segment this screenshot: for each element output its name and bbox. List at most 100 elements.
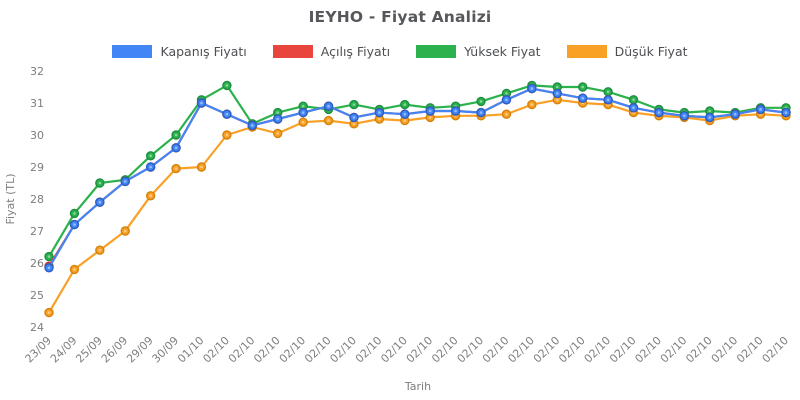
x-tick-label: 02/10 [353, 334, 385, 366]
yuksek-fiyat-point[interactable] [145, 151, 156, 161]
legend-item-yuksek-fiyat[interactable]: Yüksek Fiyat [416, 44, 541, 59]
kapanis-fiyati-point[interactable] [577, 93, 588, 103]
dusuk-fiyat-point[interactable] [145, 191, 156, 201]
x-tick-label: 02/10 [607, 334, 639, 366]
x-tick-label: 02/10 [683, 334, 715, 366]
kapanis-fiyati-point[interactable] [95, 197, 105, 207]
yuksek-fiyat-line [47, 84, 788, 258]
kapanis-fiyati-point[interactable] [247, 120, 258, 131]
yuksek-fiyat-point[interactable] [222, 80, 232, 91]
kapanis-fiyati-line [47, 87, 788, 269]
legend: Kapanış Fiyatı Açılış Fiyatı Yüksek Fiyat D… [0, 44, 800, 59]
kapanis-fiyati-point[interactable] [679, 111, 690, 121]
kapanis-fiyati-point[interactable] [476, 107, 486, 118]
x-tick-label: 02/10 [302, 334, 334, 366]
kapanis-fiyati-point[interactable] [171, 143, 181, 153]
kapanis-fiyati-point[interactable] [527, 83, 537, 94]
y-tick-label: 30 [30, 129, 44, 142]
kapanis-fiyati-point[interactable] [603, 95, 613, 105]
legend-swatch-yuksek-fiyat [416, 45, 457, 58]
x-tick-label: 01/10 [175, 334, 207, 366]
x-tick-label: 02/10 [429, 334, 461, 366]
legend-item-dusuk-fiyat[interactable]: Düşük Fiyat [566, 44, 688, 59]
legend-item-kapanis-fiyati[interactable]: Kapanış Fiyatı [112, 44, 247, 59]
kapanis-fiyati-point[interactable] [552, 88, 562, 99]
x-tick-label: 02/10 [556, 334, 588, 366]
dusuk-fiyat-point[interactable] [171, 163, 181, 174]
yuksek-fiyat-point[interactable] [577, 82, 588, 92]
kapanis-fiyati-point[interactable] [145, 162, 156, 172]
kapanis-fiyati-point[interactable] [323, 101, 334, 111]
x-tick-label: 30/09 [150, 334, 182, 366]
dusuk-fiyat-point[interactable] [222, 130, 232, 140]
legend-label-yuksek-fiyat: Yüksek Fiyat [464, 44, 541, 59]
x-tick-label: 02/10 [226, 334, 258, 366]
kapanis-fiyati-point[interactable] [730, 109, 740, 119]
x-tick-label: 02/10 [582, 334, 614, 366]
x-tick-label: 02/10 [505, 334, 537, 366]
x-tick-label: 02/10 [760, 334, 792, 366]
dusuk-fiyat-point[interactable] [95, 245, 105, 255]
legend-swatch-acilis-fiyati [272, 45, 313, 58]
dusuk-fiyat-line [47, 98, 788, 314]
chart-title: IEYHO - Fiyat Analizi [308, 8, 492, 26]
x-tick-label: 02/10 [277, 334, 309, 366]
y-tick-label: 27 [30, 225, 44, 238]
yuksek-fiyat-point[interactable] [69, 208, 80, 219]
yuksek-fiyat-point[interactable] [44, 251, 54, 262]
kapanis-fiyati-point[interactable] [44, 263, 54, 273]
kapanis-fiyati-point[interactable] [298, 107, 308, 118]
dusuk-fiyat-point[interactable] [501, 109, 512, 119]
dusuk-fiyat-point[interactable] [298, 117, 308, 127]
legend-swatch-kapanis-fiyati [112, 45, 153, 58]
yuksek-fiyat-point[interactable] [400, 99, 410, 110]
kapanis-fiyati-point[interactable] [781, 107, 791, 118]
yuksek-fiyat-point[interactable] [628, 95, 639, 105]
kapanis-fiyati-point[interactable] [425, 106, 435, 116]
x-tick-label: 29/09 [124, 334, 156, 366]
kapanis-fiyati-point[interactable] [400, 109, 410, 119]
x-tick-label: 02/10 [327, 334, 359, 366]
kapanis-fiyati-point[interactable] [273, 114, 283, 124]
legend-item-acilis-fiyati[interactable]: Açılış Fiyatı [272, 44, 390, 59]
dusuk-fiyat-point[interactable] [273, 128, 283, 139]
kapanis-fiyati-point[interactable] [501, 95, 512, 105]
dusuk-fiyat-point[interactable] [196, 162, 207, 172]
legend-label-dusuk-fiyat: Düşük Fiyat [614, 44, 688, 59]
x-tick-label: 02/10 [251, 334, 283, 366]
x-tick-label: 02/10 [531, 334, 563, 366]
series-yuksek-fiyat [44, 80, 791, 262]
x-tick-label: 26/09 [99, 334, 131, 366]
kapanis-fiyati-point[interactable] [349, 112, 359, 123]
series-dusuk-fiyat [44, 95, 791, 318]
x-tick-label: 02/10 [404, 334, 436, 366]
dusuk-fiyat-point[interactable] [44, 307, 54, 318]
kapanis-fiyati-point[interactable] [628, 103, 639, 113]
yuksek-fiyat-point[interactable] [95, 178, 105, 188]
kapanis-fiyati-point[interactable] [755, 104, 766, 115]
x-tick-label: 24/09 [48, 334, 80, 366]
dusuk-fiyat-point[interactable] [527, 99, 537, 110]
x-tick-label: 02/10 [658, 334, 690, 366]
x-tick-label: 02/10 [480, 334, 512, 366]
dusuk-fiyat-point[interactable] [69, 264, 80, 275]
kapanis-fiyati-point[interactable] [196, 98, 207, 108]
y-tick-label: 25 [30, 289, 44, 302]
kapanis-fiyati-point[interactable] [450, 106, 461, 116]
y-tick-label: 28 [30, 193, 44, 206]
kapanis-fiyati-point[interactable] [654, 107, 664, 118]
kapanis-fiyati-point[interactable] [374, 107, 385, 118]
yuksek-fiyat-point[interactable] [349, 99, 359, 110]
y-tick-label: 32 [30, 65, 44, 78]
kapanis-fiyati-point[interactable] [69, 219, 80, 230]
x-tick-label: 02/10 [709, 334, 741, 366]
yuksek-fiyat-point[interactable] [603, 87, 613, 97]
dusuk-fiyat-point[interactable] [323, 115, 334, 126]
kapanis-fiyati-point[interactable] [705, 112, 715, 123]
kapanis-fiyati-point[interactable] [222, 109, 232, 119]
kapanis-fiyati-point[interactable] [120, 176, 130, 187]
dusuk-fiyat-point[interactable] [120, 226, 130, 236]
yuksek-fiyat-point[interactable] [171, 130, 181, 140]
yuksek-fiyat-point[interactable] [476, 96, 486, 107]
